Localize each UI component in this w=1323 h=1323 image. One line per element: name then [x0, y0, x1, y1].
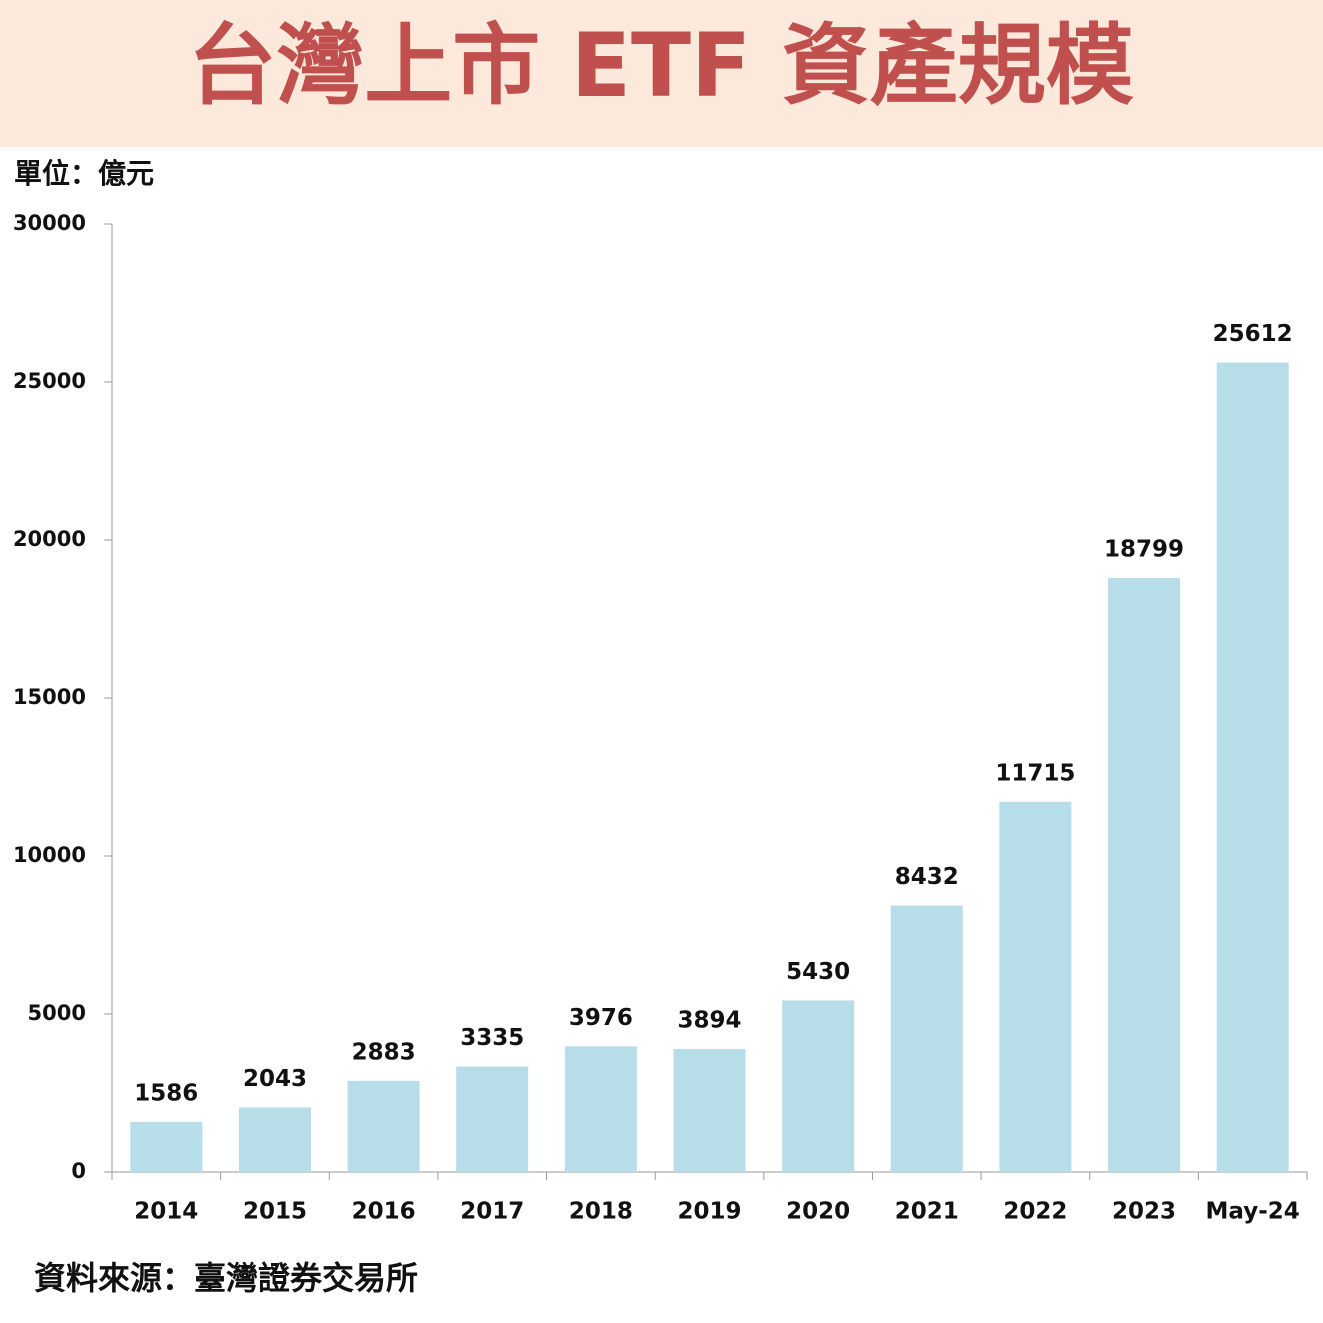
unit-label: 單位：億元: [14, 157, 154, 190]
x-tick-label: 2018: [569, 1199, 633, 1225]
x-tick-label: 2020: [786, 1199, 850, 1225]
y-tick-label: 30000: [13, 211, 86, 235]
x-tick-label: 2022: [1003, 1199, 1067, 1225]
source-note: 資料來源：臺灣證券交易所: [34, 1259, 418, 1297]
bar: [238, 1107, 311, 1172]
y-tick-label: 5000: [28, 1001, 86, 1025]
data-label: 3976: [569, 1005, 633, 1031]
data-label: 1586: [134, 1080, 198, 1106]
title-banner: [0, 0, 1323, 147]
bar: [130, 1121, 203, 1172]
x-tick-label: 2023: [1112, 1199, 1176, 1225]
bar: [1216, 362, 1289, 1173]
data-label: 2883: [352, 1039, 416, 1065]
data-label: 3894: [677, 1007, 741, 1033]
data-label: 25612: [1213, 321, 1293, 347]
bar: [1108, 577, 1181, 1172]
y-tick-label: 20000: [13, 527, 86, 551]
x-tick-label: 2014: [134, 1199, 198, 1225]
y-tick-label: 10000: [13, 843, 86, 867]
x-tick-label: 2015: [243, 1199, 307, 1225]
y-tick-label: 25000: [13, 369, 86, 393]
x-tick-label: 2016: [352, 1199, 416, 1225]
x-tick-label: 2017: [460, 1199, 524, 1225]
bar: [456, 1066, 529, 1172]
data-label: 18799: [1104, 536, 1184, 562]
bar: [564, 1046, 637, 1172]
bar: [999, 801, 1072, 1172]
bar: [347, 1080, 420, 1172]
y-tick-label: 0: [71, 1159, 86, 1183]
x-tick-label: May-24: [1206, 1199, 1300, 1225]
x-tick-label: 2021: [895, 1199, 959, 1225]
data-label: 8432: [895, 864, 959, 890]
chart-title: 台灣上市 ETF 資產規模: [188, 14, 1134, 117]
y-tick-label: 15000: [13, 685, 86, 709]
data-label: 11715: [995, 760, 1075, 786]
data-label: 5430: [786, 959, 850, 985]
bar: [890, 905, 963, 1172]
x-tick-label: 2019: [677, 1199, 741, 1225]
data-label: 2043: [243, 1066, 307, 1092]
bar: [782, 1000, 855, 1172]
bar: [673, 1048, 746, 1172]
data-label: 3335: [460, 1025, 524, 1051]
